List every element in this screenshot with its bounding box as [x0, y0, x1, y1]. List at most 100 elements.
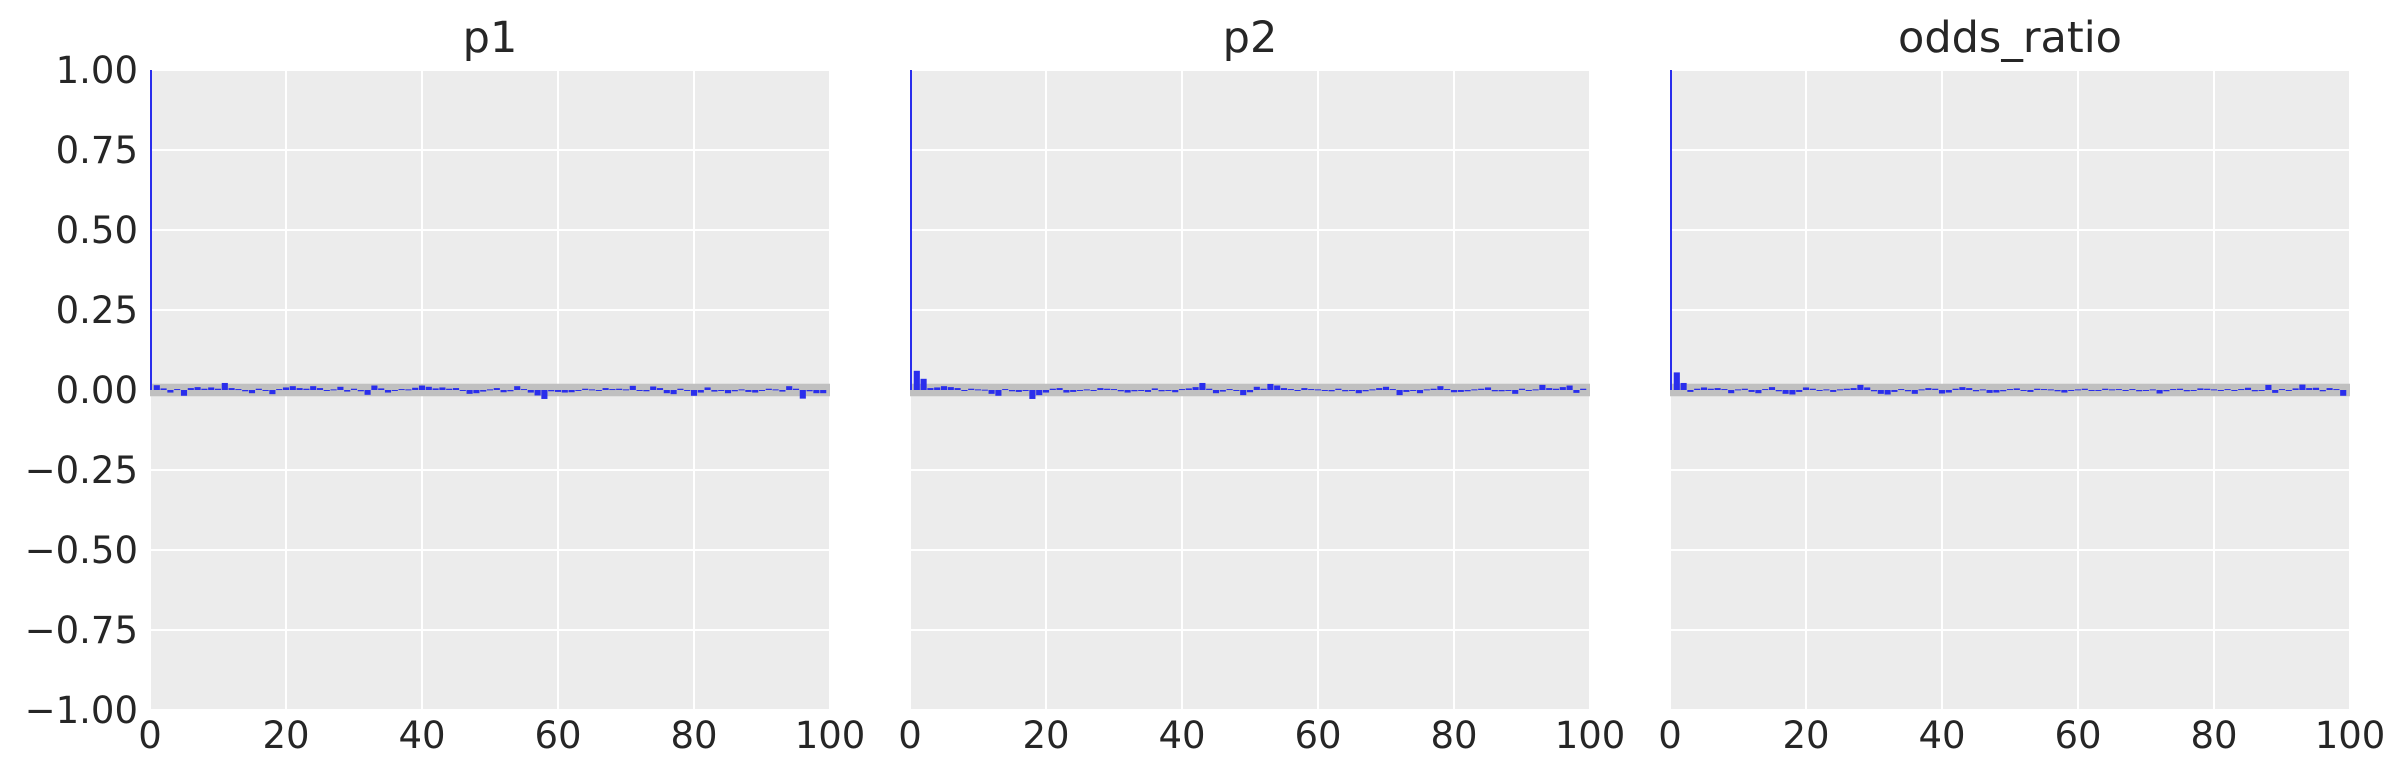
x-tick-label: 20 [262, 714, 309, 757]
acf-bar [1768, 387, 1776, 390]
acf-bar [255, 388, 262, 390]
acf-bar [534, 390, 541, 396]
acf-bar [554, 390, 562, 392]
acf-bar [276, 389, 283, 391]
acf-bar [1843, 388, 1850, 390]
acf-panel: p1 0 20 40 60 80 100 1.00 0.75 0.50 0.25 0.00 −0.25 −… [25, 13, 866, 757]
acf-bar [1056, 388, 1063, 390]
acf-bar [174, 389, 181, 391]
panel-title: odds_ratio [1898, 13, 2122, 63]
acf-bar [344, 390, 351, 392]
acf-bar [650, 386, 657, 390]
acf-bar [1525, 390, 1532, 391]
panel-title: p2 [1223, 13, 1278, 63]
acf-bar [1925, 388, 1932, 390]
acf-bar [561, 390, 568, 393]
x-tick-label: 80 [1430, 714, 1477, 757]
acf-bar [697, 390, 704, 393]
acf-bar [758, 390, 766, 391]
acf-bar [2047, 389, 2054, 391]
acf-bar [2265, 384, 2272, 390]
acf-bar [2340, 390, 2347, 396]
acf-bar [378, 388, 385, 390]
acf-bar [609, 389, 616, 391]
acf-bar [1898, 389, 1905, 391]
acf-bar [1741, 388, 1748, 390]
acf-bar [1573, 390, 1580, 393]
acf-bar [337, 386, 344, 390]
acf-bar [310, 386, 317, 390]
acf-bar [289, 386, 296, 390]
acf-bar [2238, 389, 2245, 391]
acf-bar [282, 387, 290, 390]
x-tick-label: 60 [2054, 714, 2101, 757]
acf-bar [2108, 389, 2116, 391]
acf-bar [418, 385, 426, 390]
acf-bar [1687, 390, 1694, 392]
acf-bar [1796, 390, 1803, 392]
panel-title: p1 [463, 13, 518, 63]
acf-bar [1836, 389, 1844, 391]
acf-bar [1728, 390, 1735, 394]
acf-bar [167, 390, 174, 393]
acf-bar [1369, 389, 1376, 391]
acf-bar [1029, 390, 1036, 399]
acf-bar [1512, 390, 1519, 394]
acf-bar [1321, 390, 1328, 391]
acf-bar [1178, 389, 1186, 391]
acf-bar [384, 390, 392, 393]
acf-bar [1850, 388, 1857, 390]
acf-bar [1911, 390, 1918, 394]
acf-bar [820, 390, 827, 394]
x-tick-label: 80 [670, 714, 717, 757]
acf-bar [2102, 388, 2109, 390]
acf-bar [1042, 390, 1050, 393]
acf-bar [1396, 390, 1403, 396]
acf-bar [2149, 389, 2156, 391]
acf-bar [2197, 388, 2204, 390]
acf-bar [2231, 390, 2238, 391]
acf-bar [1192, 387, 1199, 390]
acf-bar [1566, 385, 1573, 390]
acf-bar [1471, 389, 1478, 391]
acf-bar [656, 388, 664, 390]
acf-bar [1410, 390, 1417, 391]
acf-bar [968, 388, 975, 390]
acf-bar [1036, 390, 1043, 396]
acf-bar [1246, 390, 1254, 393]
acf-bar [711, 390, 718, 392]
x-tick-label: 100 [795, 714, 866, 757]
acf-bar [1464, 390, 1471, 392]
acf-bar [2170, 389, 2177, 391]
acf-bar [1559, 387, 1566, 390]
acf-bar [194, 387, 201, 390]
acf-bar [405, 389, 412, 391]
x-tick-label: 80 [2190, 714, 2237, 757]
acf-bar [752, 390, 759, 393]
acf-bar [153, 385, 160, 390]
acf-bar [235, 389, 242, 391]
acf-bar [1762, 389, 1769, 391]
acf-bar [954, 388, 961, 390]
acf-bar [2156, 390, 2163, 394]
acf-bar [2285, 390, 2292, 391]
acf-bar [1518, 388, 1526, 390]
acf-bar [2183, 390, 2190, 392]
acf-bar [2204, 388, 2211, 390]
acf-bar [582, 388, 589, 390]
acf-bar [2258, 390, 2265, 391]
acf-bar [548, 390, 555, 392]
acf-bar [466, 390, 473, 394]
acf-bar [425, 386, 432, 390]
acf-bar [1673, 372, 1680, 390]
acf-bar [799, 390, 806, 399]
acf-bar [616, 388, 623, 390]
acf-bar [446, 388, 453, 390]
acf-bar [391, 390, 398, 391]
acf-bar [1823, 389, 1830, 391]
acf-bar [514, 386, 521, 390]
acf-bar [1117, 390, 1124, 392]
x-tick-label: 0 [898, 714, 922, 757]
acf-bar [2312, 387, 2320, 390]
acf-bar [2061, 390, 2068, 393]
